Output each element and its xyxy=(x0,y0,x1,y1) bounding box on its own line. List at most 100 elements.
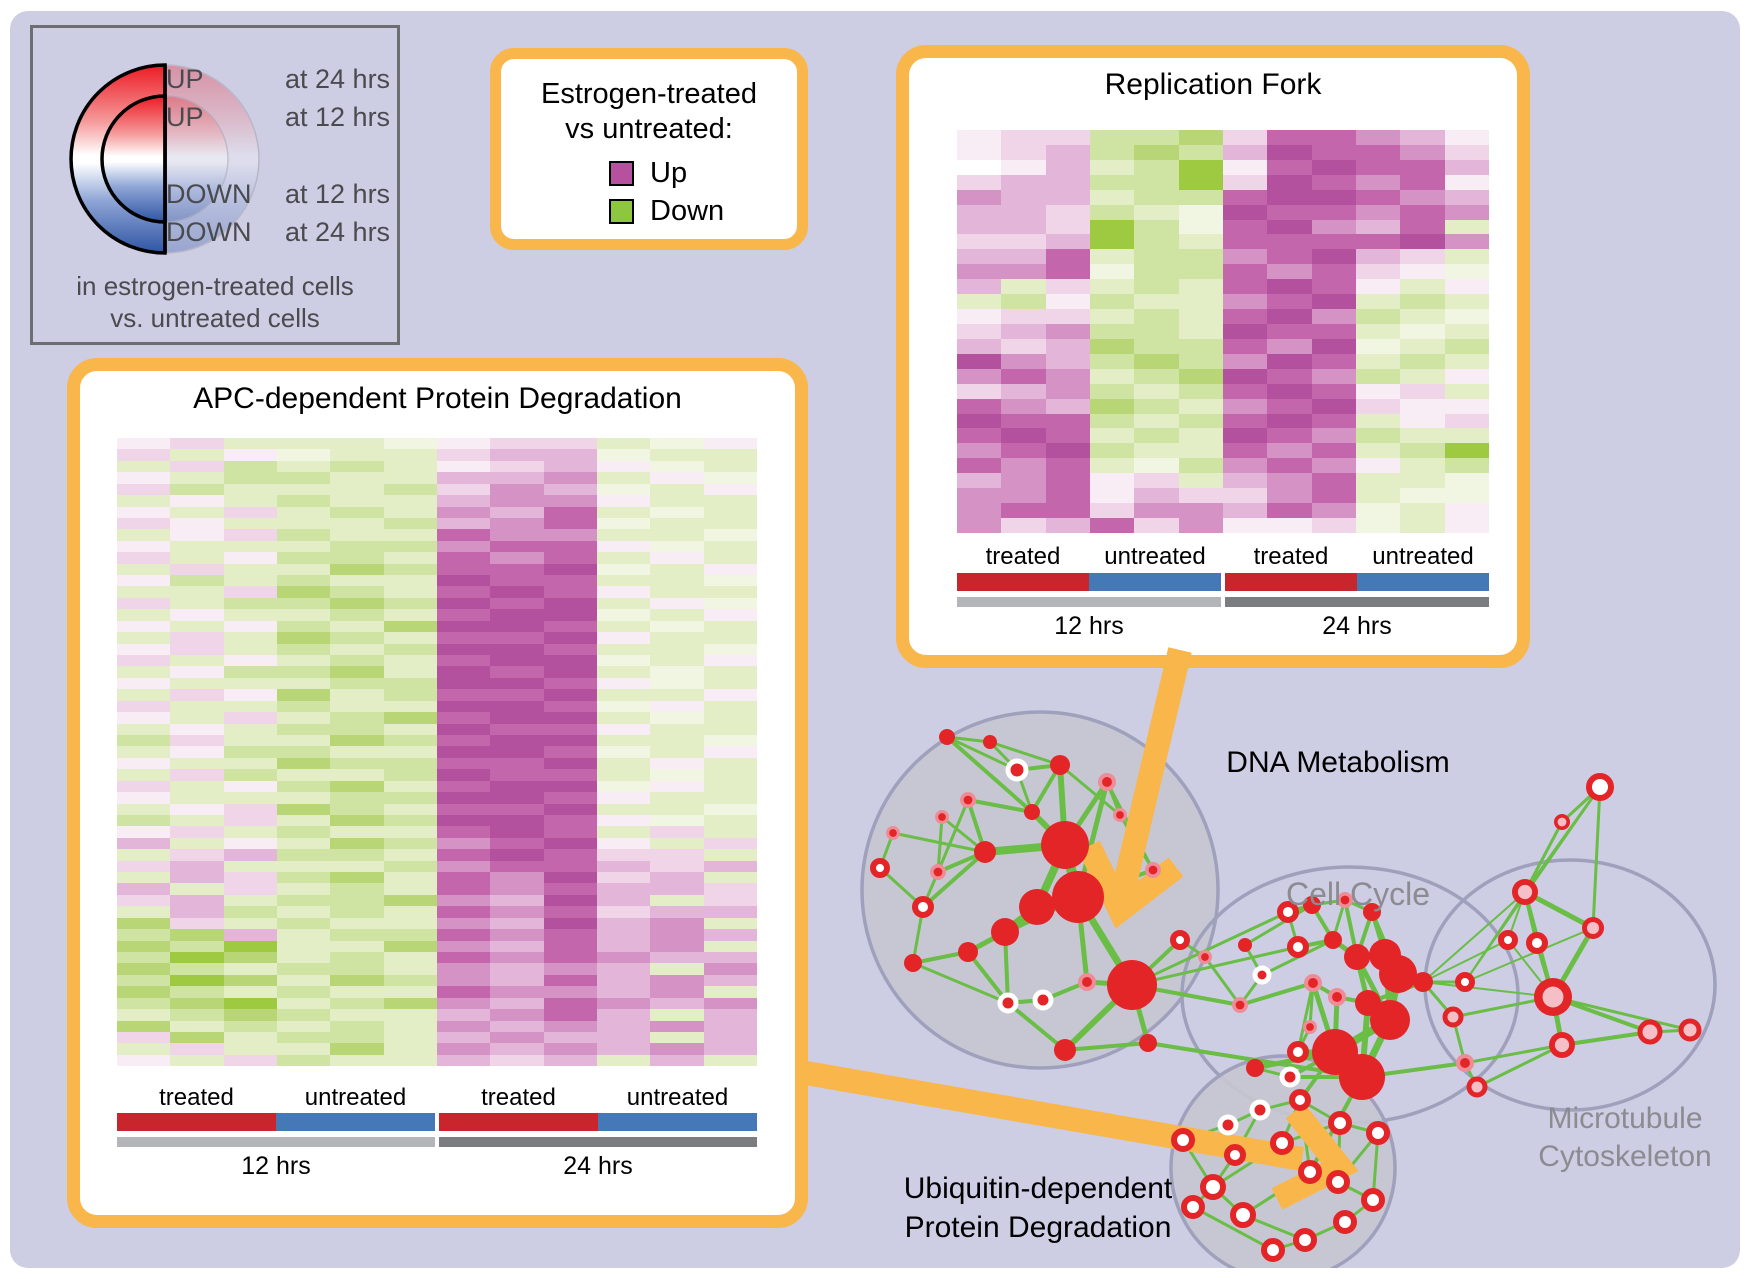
heatmap-cell xyxy=(223,552,277,564)
heatmap-cell xyxy=(276,974,331,987)
heatmap-cell xyxy=(170,814,224,827)
heatmap-cell xyxy=(117,746,171,758)
heatmap-cell xyxy=(543,951,597,964)
time-bar xyxy=(957,597,1221,607)
heatmap-cell xyxy=(170,449,224,461)
heatmap-cell xyxy=(276,997,331,1010)
network-node xyxy=(1344,944,1370,970)
heatmap-cell xyxy=(1267,264,1312,280)
heatmap-row xyxy=(957,294,1489,310)
network-node xyxy=(1277,901,1299,923)
heatmap-cell xyxy=(223,483,277,496)
heatmap-row xyxy=(957,503,1489,518)
heatmap-cell xyxy=(1045,473,1090,489)
heatmap-cell xyxy=(703,472,757,484)
heatmap-cell xyxy=(223,495,277,507)
heatmap-cell xyxy=(117,1043,171,1055)
heatmap-cell xyxy=(1222,279,1268,295)
heatmap-cell xyxy=(1134,473,1179,489)
heatmap-cell xyxy=(490,814,544,827)
heatmap-row xyxy=(117,803,757,815)
heatmap-cell xyxy=(383,689,437,701)
ring-row-1-time: at 12 hrs xyxy=(285,102,391,132)
heatmap-cell xyxy=(223,951,277,964)
heatmap-cell xyxy=(1267,234,1312,250)
heatmap-cell xyxy=(170,563,224,576)
network-node xyxy=(939,729,955,745)
heatmap-cell xyxy=(170,974,224,987)
untreated-bar xyxy=(1357,573,1489,591)
network-node xyxy=(1171,1128,1195,1152)
heatmap-cell xyxy=(436,575,491,587)
heatmap-cell xyxy=(1222,264,1268,280)
treated-label: treated xyxy=(985,543,1061,570)
heatmap-cell xyxy=(543,438,597,450)
heatmap-cell xyxy=(436,586,491,598)
heatmap-row xyxy=(957,473,1489,489)
heatmap-cell xyxy=(1400,443,1445,459)
heatmap-cell xyxy=(596,472,651,484)
network-node xyxy=(1107,960,1157,1010)
heatmap-cell xyxy=(490,780,544,793)
heatmap-cell xyxy=(1400,189,1445,205)
heatmap-cell xyxy=(170,655,224,667)
heatmap-cell xyxy=(276,438,331,450)
network-node xyxy=(1363,903,1381,921)
heatmap-cell xyxy=(650,894,704,907)
heatmap-cell xyxy=(1444,294,1489,310)
heatmap-cell xyxy=(596,712,651,724)
heatmap-cell xyxy=(543,1009,597,1021)
heatmap-cell xyxy=(1001,294,1046,310)
heatmap-cell xyxy=(223,517,277,530)
heatmap-cell xyxy=(170,826,224,838)
heatmap-cell xyxy=(117,769,171,781)
heatmap-row xyxy=(117,906,757,918)
heatmap-cell xyxy=(330,597,384,610)
heatmap-cell xyxy=(223,1009,277,1021)
heatmap-cell xyxy=(703,734,757,747)
heatmap-cell xyxy=(1134,174,1179,190)
heatmap-cell xyxy=(436,723,491,735)
heatmap-cell xyxy=(330,495,384,507)
heatmap-cell xyxy=(330,1054,384,1067)
heatmap-cell xyxy=(1444,309,1489,324)
time-bar xyxy=(117,1137,435,1147)
heatmap-cell xyxy=(1444,353,1489,369)
heatmap-cell xyxy=(383,632,437,644)
heatmap-cell xyxy=(276,1054,331,1067)
heatmap-row xyxy=(957,443,1489,459)
heatmap-cell xyxy=(330,940,384,952)
replication-fork-title: Replication Fork xyxy=(1104,68,1322,101)
heatmap-cell xyxy=(330,951,384,964)
heatmap-cell xyxy=(117,803,171,815)
heatmap-cell xyxy=(1222,458,1268,474)
heatmap-cell xyxy=(1355,398,1401,414)
network-node xyxy=(1181,1195,1205,1219)
heatmap-cell xyxy=(703,449,757,461)
heatmap-cell xyxy=(1444,458,1489,474)
heatmap-cell xyxy=(596,792,651,804)
heatmap-cell xyxy=(650,586,704,598)
heatmap-cell xyxy=(1267,204,1312,220)
heatmap-cell xyxy=(436,940,491,952)
network-edge xyxy=(945,735,1034,814)
network-node xyxy=(997,992,1019,1014)
network-node xyxy=(1270,1131,1294,1155)
heatmap-cell xyxy=(650,643,704,656)
heatmap-cell xyxy=(703,1020,757,1032)
heatmap-cell xyxy=(596,986,651,998)
network-node xyxy=(1498,930,1518,950)
heatmap-cell xyxy=(1267,294,1312,310)
heatmap-cell xyxy=(117,894,171,907)
heatmap-cell xyxy=(596,757,651,770)
heatmap-cell xyxy=(117,734,171,747)
heatmap-cell xyxy=(170,712,224,724)
heatmap-cell xyxy=(1355,428,1401,444)
heatmap-cell xyxy=(543,540,597,553)
treated-bar xyxy=(1225,573,1357,591)
heatmap-cell xyxy=(596,734,651,747)
heatmap-cell xyxy=(170,929,224,941)
heatmap-cell xyxy=(703,849,757,861)
heatmap-cell xyxy=(490,597,544,610)
network-edge xyxy=(1243,903,1314,947)
